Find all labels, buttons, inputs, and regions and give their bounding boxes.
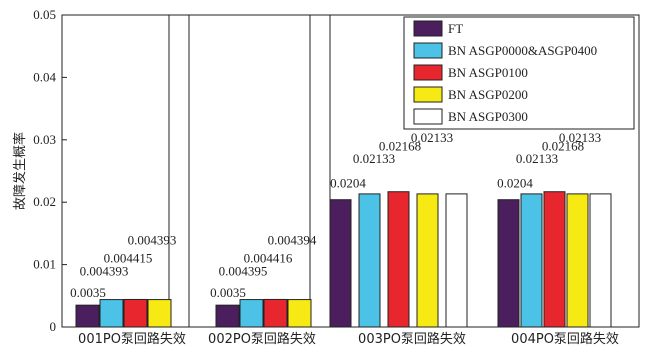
data-label: 0.004393 bbox=[80, 264, 129, 279]
data-label: 0.0035 bbox=[210, 285, 246, 300]
category-label: 003PO泵回路失效 bbox=[358, 331, 466, 347]
bar-ft bbox=[497, 199, 520, 328]
legend-swatch bbox=[413, 64, 443, 81]
legend-label: BN ASGP0300 bbox=[448, 109, 528, 124]
bar-bn-asgp0100 bbox=[263, 298, 288, 328]
bar-bn-asgp0200 bbox=[416, 193, 439, 328]
legend-label: BN ASGP0100 bbox=[448, 65, 528, 80]
bar-bn-asgp0000-asgp0400 bbox=[520, 193, 543, 328]
y-tick-label: 0.04 bbox=[33, 69, 56, 84]
legend-swatch bbox=[413, 108, 443, 125]
bar-bn-asgp0200 bbox=[287, 299, 312, 328]
bar-bn-asgp0300 bbox=[445, 193, 468, 328]
legend-label: BN ASGP0200 bbox=[448, 87, 528, 102]
y-axis-label: 故障发生概率 bbox=[12, 132, 28, 210]
y-tick-label: 0.02 bbox=[33, 194, 56, 209]
data-label: 0.02168 bbox=[379, 139, 421, 154]
category-label: 002PO泵回路失效 bbox=[208, 331, 316, 347]
data-label: 0.004416 bbox=[244, 250, 293, 265]
bar-bn-asgp0100 bbox=[123, 298, 148, 328]
data-label: 0.004394 bbox=[268, 233, 317, 248]
category-label: 004PO泵回路失效 bbox=[511, 331, 619, 347]
bar-bn-asgp0000-asgp0400 bbox=[358, 193, 381, 328]
data-label: 0.02133 bbox=[559, 130, 601, 145]
bar-bn-asgp0100 bbox=[543, 191, 566, 328]
bar-bn-asgp0200 bbox=[566, 193, 589, 328]
data-label: 0.0204 bbox=[497, 176, 533, 191]
legend-label: FT bbox=[448, 21, 463, 36]
data-label: 0.02133 bbox=[411, 130, 453, 145]
bar-bn-asgp0300 bbox=[589, 193, 612, 328]
legend-label: BN ASGP0000&ASGP0400 bbox=[448, 43, 597, 58]
data-label: 0.0204 bbox=[330, 176, 366, 191]
data-label: 0.004393 bbox=[128, 233, 177, 248]
legend-swatch bbox=[413, 42, 443, 59]
legend-swatch bbox=[413, 20, 443, 37]
y-tick-label: 0.05 bbox=[33, 7, 56, 22]
bar-bn-asgp0200 bbox=[147, 299, 172, 328]
data-label: 0.004395 bbox=[219, 264, 268, 279]
legend-swatch bbox=[413, 86, 443, 103]
category-label: 001PO泵回路失效 bbox=[78, 331, 186, 347]
bar-bn-asgp0000-asgp0400 bbox=[99, 299, 124, 328]
data-label: 0.0035 bbox=[70, 285, 106, 300]
bar-ft bbox=[329, 199, 352, 328]
data-label: 0.02133 bbox=[516, 151, 558, 166]
y-tick-label: 0.01 bbox=[33, 257, 56, 272]
y-tick-label: 0 bbox=[50, 319, 57, 334]
bar-ft bbox=[75, 304, 100, 328]
bar-bn-asgp0100 bbox=[387, 191, 410, 328]
bar-bn-asgp0000-asgp0400 bbox=[239, 299, 264, 328]
data-label: 0.02133 bbox=[353, 151, 395, 166]
data-label: 0.02168 bbox=[542, 139, 584, 154]
data-label: 0.004415 bbox=[104, 250, 153, 265]
y-tick-label: 0.03 bbox=[33, 132, 56, 147]
bar-ft bbox=[215, 304, 240, 328]
